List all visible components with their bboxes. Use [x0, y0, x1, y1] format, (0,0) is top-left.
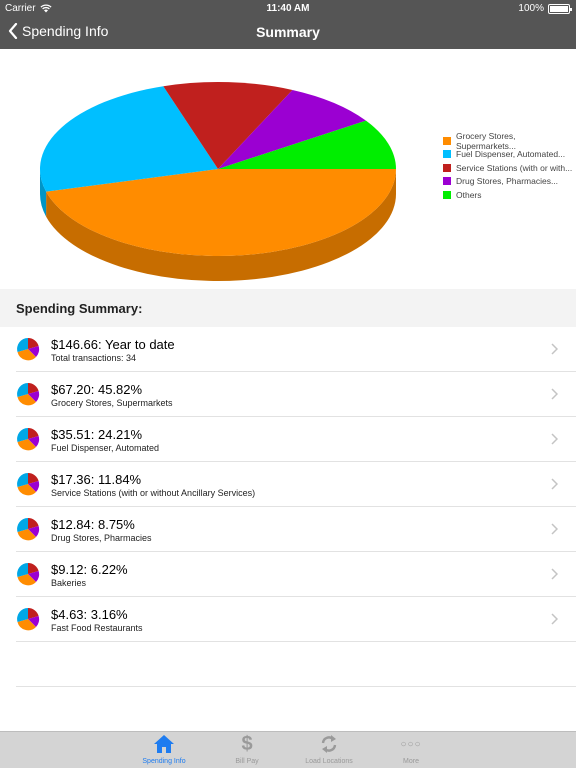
legend-swatch	[443, 136, 451, 145]
chart-legend: Grocery Stores, Supermarkets... Fuel Disp…	[443, 130, 576, 202]
tab-label: Load Locations	[305, 758, 353, 765]
legend-label: Drug Stores, Pharmacies...	[456, 176, 559, 187]
pie-slice-side	[40, 169, 47, 217]
row-amount: $9.12: 6.22%	[51, 562, 128, 577]
tab-spending-info[interactable]: Spending Info	[124, 732, 204, 769]
chevron-right-icon	[551, 612, 559, 628]
summary-row[interactable]: $67.20: 45.82% Grocery Stores, Supermarke…	[16, 372, 576, 417]
battery-icon	[548, 3, 572, 14]
legend-label: Others	[456, 189, 482, 200]
legend-entry: Drug Stores, Pharmacies...	[443, 175, 576, 189]
pie-slice	[40, 86, 218, 192]
status-time: 11:40 AM	[266, 3, 310, 14]
status-bar: Carrier 11:40 AM 100%	[0, 0, 576, 17]
summary-row[interactable]: $35.51: 24.21% Fuel Dispenser, Automated	[16, 417, 576, 462]
pie-slice-side	[46, 169, 397, 281]
chevron-right-icon	[551, 387, 559, 403]
chevron-right-icon	[551, 567, 559, 583]
row-amount: $67.20: 45.82%	[51, 382, 143, 397]
house-icon	[154, 735, 174, 753]
legend-entry: Service Stations (with or with...	[443, 161, 576, 175]
status-right: 100%	[518, 3, 572, 14]
dollar-icon: $	[241, 732, 253, 755]
legend-swatch	[443, 190, 451, 199]
legend-swatch	[443, 163, 451, 172]
legend-swatch	[443, 177, 451, 186]
list-empty-row	[16, 642, 576, 687]
chart-area: Grocery Stores, Supermarkets... Fuel Disp…	[0, 49, 576, 289]
pie-chart-icon	[17, 608, 40, 631]
carrier-label: Carrier	[5, 3, 36, 14]
legend-label: Grocery Stores, Supermarkets...	[456, 130, 516, 151]
pie-slice	[218, 120, 396, 169]
summary-row[interactable]: $17.36: 11.84% Service Stations (with or …	[16, 462, 576, 507]
chevron-right-icon	[551, 477, 559, 493]
summary-row[interactable]: $4.63: 3.16% Fast Food Restaurants	[16, 597, 576, 642]
row-description: Total transactions: 34	[51, 353, 137, 363]
back-button[interactable]: Spending Info	[8, 23, 108, 39]
legend-swatch	[443, 150, 451, 159]
tab-label: Bill Pay	[235, 758, 259, 765]
tab-label: Spending Info	[142, 758, 186, 765]
pie-slice	[218, 89, 366, 169]
section-header: Spending Summary:	[0, 289, 576, 327]
more-icon: ○○○	[400, 738, 422, 750]
status-left: Carrier	[5, 3, 52, 14]
row-amount: $35.51: 24.21%	[51, 427, 143, 442]
row-description: Fast Food Restaurants	[51, 623, 143, 633]
legend-label: Fuel Dispenser, Automated...	[456, 149, 566, 160]
row-description: Grocery Stores, Supermarkets	[51, 398, 173, 408]
row-amount: $146.66: Year to date	[51, 337, 175, 352]
pie-chart-icon	[17, 518, 40, 541]
tab-bill-pay[interactable]: $ Bill Pay	[207, 732, 287, 769]
pie-slice	[163, 82, 293, 169]
pie-chart-icon	[17, 473, 40, 496]
spending-pie-chart	[40, 82, 397, 281]
refresh-icon	[321, 735, 337, 753]
chevron-right-icon	[551, 432, 559, 448]
row-description: Drug Stores, Pharmacies	[51, 533, 152, 543]
pie-chart-icon	[17, 338, 40, 361]
tab-more[interactable]: ○○○ More	[371, 732, 451, 769]
legend-entry: Fuel Dispenser, Automated...	[443, 148, 576, 162]
chevron-left-icon	[8, 23, 18, 39]
row-description: Fuel Dispenser, Automated	[51, 443, 160, 453]
chevron-right-icon	[551, 342, 559, 358]
legend-entry: Others	[443, 188, 576, 202]
tab-load-locations[interactable]: Load Locations	[289, 732, 369, 769]
chevron-right-icon	[551, 522, 559, 538]
row-amount: $12.84: 8.75%	[51, 517, 135, 532]
back-button-label: Spending Info	[22, 23, 109, 39]
tab-bar: Spending Info $ Bill Pay Load Locations …	[0, 731, 576, 768]
pie-slice	[46, 169, 397, 256]
legend-entry: Grocery Stores, Supermarkets...	[443, 130, 576, 151]
pie-chart-icon	[17, 383, 40, 406]
summary-row[interactable]: $12.84: 8.75% Drug Stores, Pharmacies	[16, 507, 576, 552]
summary-list: $146.66: Year to date Total transactions:…	[0, 327, 576, 687]
battery-percent: 100%	[518, 3, 544, 14]
pie-chart-icon	[17, 428, 40, 451]
section-header-label: Spending Summary:	[16, 301, 143, 316]
row-amount: $17.36: 11.84%	[51, 472, 142, 487]
legend-label: Service Stations (with or with...	[456, 162, 573, 173]
pie-chart-icon	[17, 563, 40, 586]
row-amount: $4.63: 3.16%	[51, 607, 128, 622]
navigation-bar: Spending Info Summary	[0, 17, 576, 49]
row-description: Bakeries	[51, 578, 87, 588]
tab-label: More	[403, 758, 419, 765]
page-title: Summary	[256, 24, 320, 40]
wifi-icon	[40, 4, 52, 13]
summary-row[interactable]: $9.12: 6.22% Bakeries	[16, 552, 576, 597]
summary-row[interactable]: $146.66: Year to date Total transactions:…	[16, 327, 576, 372]
row-description: Service Stations (with or without Ancill…	[51, 488, 256, 498]
